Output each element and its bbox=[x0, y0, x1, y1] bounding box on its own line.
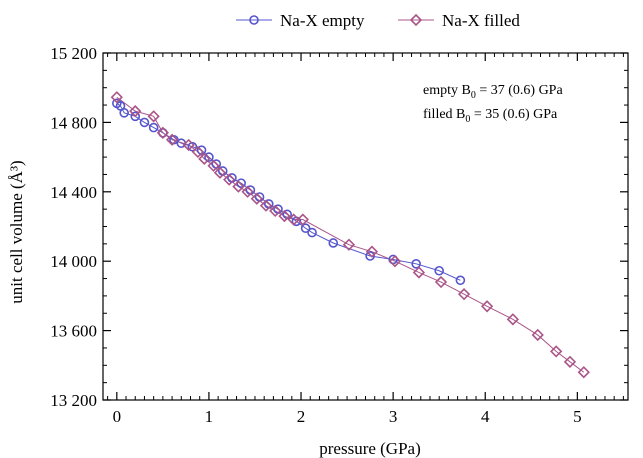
data-point-filled bbox=[165, 133, 179, 146]
data-point-filled bbox=[110, 91, 123, 104]
y-axis-title: unit cell volume (Å³) bbox=[7, 160, 26, 303]
y-tick-label: 13 600 bbox=[50, 322, 97, 341]
data-point-filled bbox=[563, 355, 577, 368]
data-point-filled bbox=[156, 126, 169, 139]
y-tick-label: 15 200 bbox=[50, 44, 97, 63]
x-tick-label: 1 bbox=[205, 407, 214, 426]
data-point-filled bbox=[207, 159, 220, 172]
data-point-empty bbox=[434, 265, 444, 276]
series-markers bbox=[110, 91, 590, 379]
data-point-empty bbox=[300, 223, 311, 234]
series-line-empty bbox=[116, 102, 461, 281]
data-point-filled bbox=[198, 152, 211, 165]
data-point-filled bbox=[278, 209, 291, 223]
data-point-filled bbox=[213, 166, 227, 179]
data-point-empty bbox=[307, 227, 317, 238]
bulk-modulus-label: filled B0 = 35 (0.6) GPa bbox=[423, 107, 558, 125]
data-point-filled bbox=[434, 275, 448, 289]
data-point-filled bbox=[182, 138, 195, 152]
series-lines bbox=[116, 96, 585, 373]
legend-marker bbox=[409, 13, 423, 27]
data-point-filled bbox=[147, 110, 160, 123]
data-point-filled bbox=[531, 328, 544, 342]
data-point-empty bbox=[365, 251, 375, 261]
data-point-empty bbox=[139, 117, 150, 128]
data-point-filled bbox=[388, 255, 402, 268]
bulk-modulus-annotations: empty B0 = 37 (0.6) GPa filled B0 = 35 (0… bbox=[423, 83, 563, 125]
data-point-filled bbox=[412, 266, 426, 279]
y-tick-label: 14 000 bbox=[50, 252, 97, 271]
x-tick-label: 5 bbox=[573, 407, 582, 426]
axis-ticks: 0 1 2 3 4 5 13 200 13 600 14 000 14 400 14 800 15 2… bbox=[50, 44, 628, 426]
x-tick-label: 2 bbox=[297, 407, 306, 426]
legend-entry-filled: Na-X filled bbox=[398, 11, 520, 30]
data-point-empty bbox=[130, 111, 141, 122]
data-point-filled bbox=[457, 288, 471, 301]
data-point-filled bbox=[259, 199, 273, 212]
legend-marker bbox=[249, 15, 259, 25]
legend: Na-X empty Na-X filled bbox=[236, 11, 520, 30]
x-tick-label: 4 bbox=[481, 407, 490, 426]
data-point-filled bbox=[223, 173, 236, 186]
data-point-filled bbox=[241, 185, 254, 198]
data-point-filled bbox=[287, 213, 300, 226]
data-point-filled bbox=[480, 300, 494, 313]
plot-frame bbox=[102, 52, 629, 401]
data-point-empty bbox=[204, 152, 214, 162]
data-point-empty bbox=[411, 259, 421, 269]
bulk-modulus-label: empty B0 = 37 (0.6) GPa bbox=[423, 83, 563, 101]
y-tick-label: 13 200 bbox=[50, 391, 97, 410]
legend-label: Na-X filled bbox=[442, 11, 520, 30]
series-line-filled bbox=[116, 96, 585, 373]
data-point-filled bbox=[365, 245, 379, 258]
data-point-filled bbox=[129, 104, 142, 118]
data-point-empty bbox=[328, 238, 339, 248]
data-point-filled bbox=[296, 213, 309, 226]
data-point-filled bbox=[577, 366, 590, 379]
y-tick-label: 14 400 bbox=[50, 183, 97, 202]
x-tick-label: 0 bbox=[113, 407, 122, 426]
data-point-filled bbox=[191, 145, 204, 159]
data-point-filled bbox=[250, 192, 263, 205]
legend-label: Na-X empty bbox=[280, 11, 365, 30]
y-tick-label: 14 800 bbox=[50, 113, 97, 132]
data-point-empty bbox=[119, 108, 129, 118]
x-tick-label: 3 bbox=[389, 407, 398, 426]
data-point-filled bbox=[506, 313, 519, 326]
data-point-filled bbox=[342, 238, 356, 251]
data-point-empty bbox=[148, 122, 159, 133]
data-point-filled bbox=[550, 345, 563, 358]
x-axis-title: pressure (GPa) bbox=[319, 439, 421, 458]
data-point-filled bbox=[232, 180, 245, 193]
data-point-filled bbox=[269, 204, 282, 218]
legend-entry-empty: Na-X empty bbox=[236, 11, 365, 30]
data-point-empty bbox=[455, 275, 466, 286]
axes bbox=[102, 52, 629, 401]
